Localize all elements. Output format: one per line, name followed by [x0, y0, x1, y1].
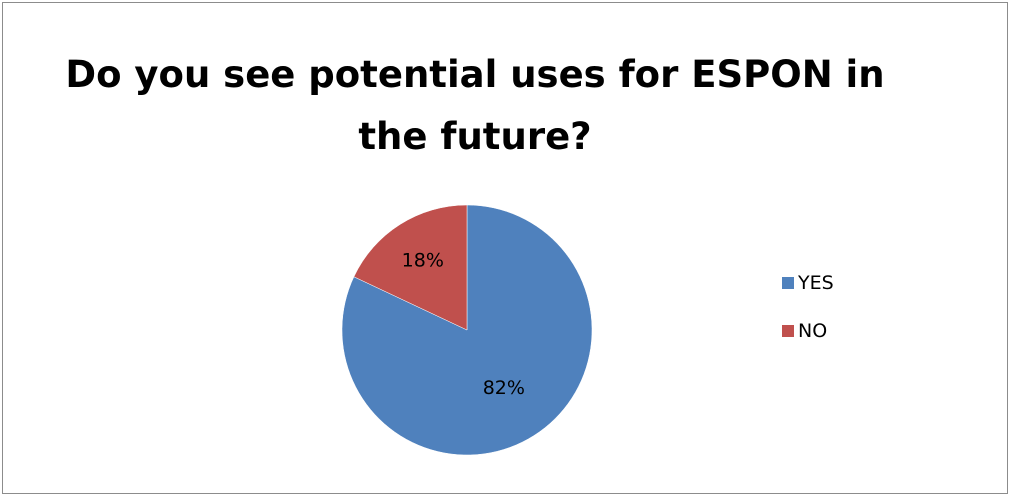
chart-title: Do you see potential uses for ESPON in t…	[65, 53, 885, 158]
legend-item-no: NO	[782, 320, 834, 342]
legend-item-yes: YES	[782, 272, 834, 294]
data-label-yes: 82%	[483, 377, 525, 399]
legend-swatch-no	[782, 325, 794, 337]
pie-slice-yes	[341, 204, 593, 456]
legend-swatch-yes	[782, 277, 794, 289]
legend-label-yes: YES	[798, 272, 834, 294]
pie-slice-no	[353, 204, 468, 331]
data-label-no: 18%	[402, 249, 444, 271]
legend-label-no: NO	[798, 320, 828, 342]
legend: YES NO	[782, 272, 834, 368]
